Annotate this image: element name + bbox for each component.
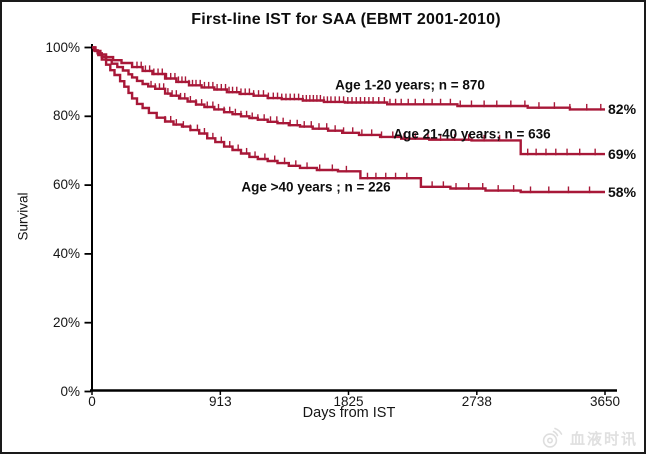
survival-curve-1: [92, 46, 605, 156]
x-tick-label: 1825: [333, 394, 364, 409]
curve-label-age-21-40: Age 21-40 years; n = 636: [393, 126, 551, 142]
watermark: 血液时讯: [541, 427, 638, 449]
weibo-icon: [542, 427, 563, 448]
curve-label-age-1-20: Age 1-20 years; n = 870: [335, 77, 485, 93]
y-tick-label: 0%: [60, 383, 80, 399]
chart-title: First-line IST for SAA (EBMT 2001-2010): [191, 11, 501, 28]
y-tick-label: 100%: [45, 39, 80, 55]
curve-label-age-over-40: Age >40 years ; n = 226: [241, 179, 391, 195]
y-tick-label: 80%: [52, 108, 80, 124]
x-tick-label: 3650: [589, 394, 621, 409]
survival-curve-0: [92, 46, 605, 111]
x-tick-label: 0: [88, 394, 96, 409]
x-tick-label: 913: [209, 394, 232, 409]
end-percent-age-1-20: 82%: [608, 101, 637, 118]
y-axis-title: Survival: [15, 192, 31, 241]
watermark-text: 血液时讯: [569, 430, 638, 448]
end-percent-age-over-40: 58%: [608, 183, 637, 200]
y-tick-label: 40%: [52, 245, 80, 261]
y-tick-label: 60%: [52, 177, 80, 193]
end-percent-age-21-40: 69%: [608, 146, 637, 163]
survival-curve-2: [92, 46, 605, 194]
x-tick-label: 2738: [461, 394, 492, 409]
x-axis-title: Days from IST: [302, 405, 396, 421]
y-tick-label: 20%: [52, 314, 80, 330]
